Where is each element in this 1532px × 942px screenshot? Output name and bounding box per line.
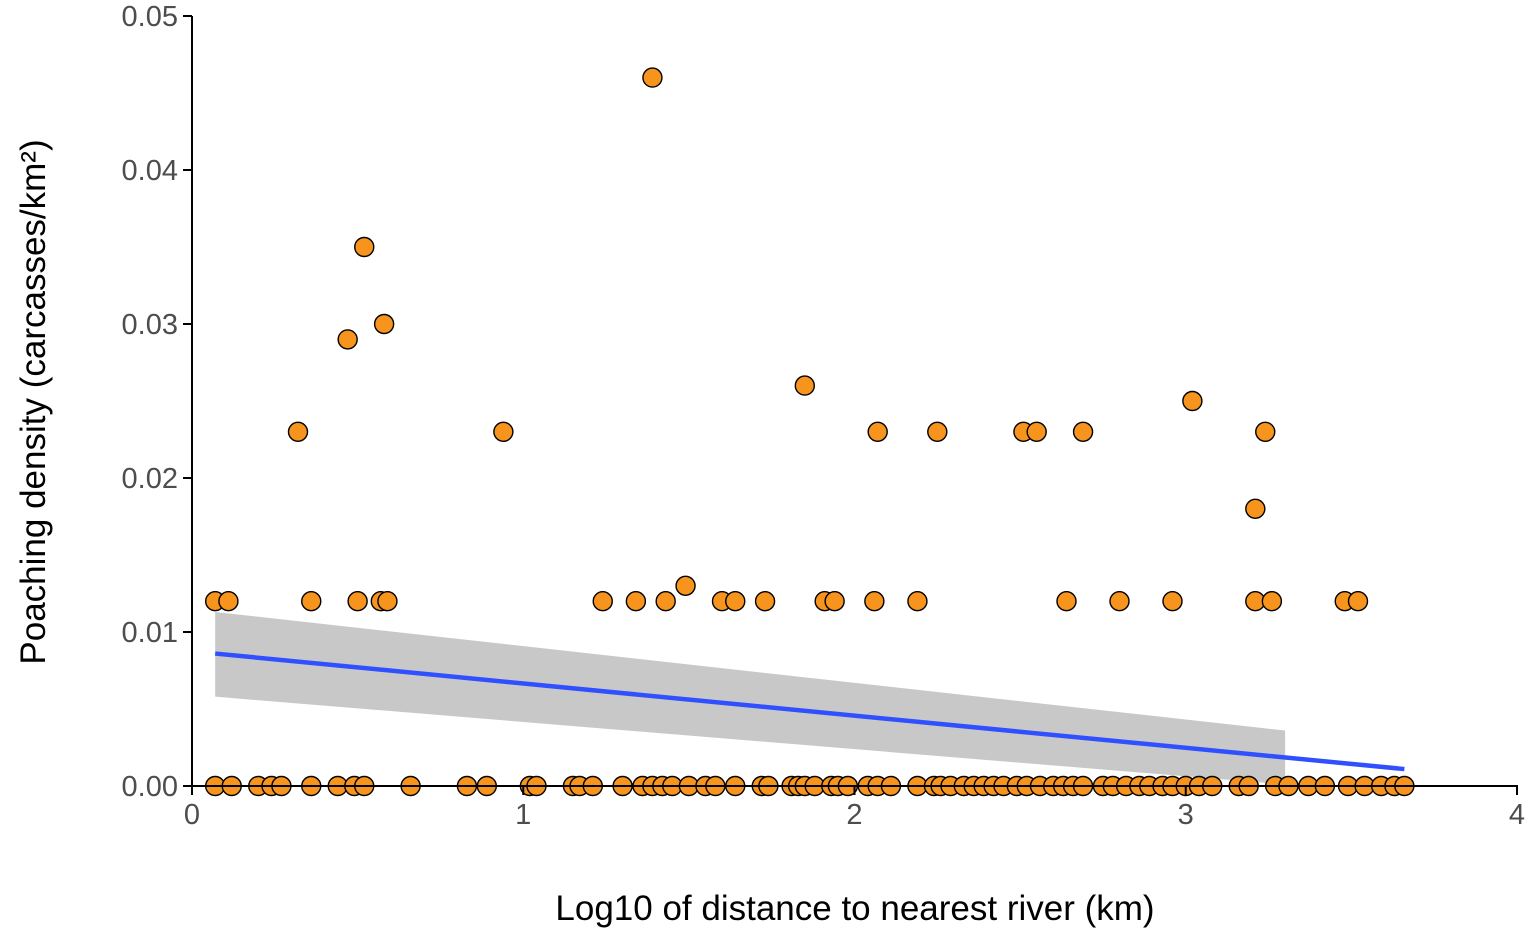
trend-line xyxy=(214,651,1405,772)
data-point xyxy=(287,421,309,442)
x-tick-label: 3 xyxy=(1178,799,1194,831)
data-point xyxy=(1162,591,1183,612)
data-point xyxy=(725,591,746,612)
y-tick-label: 0.01 xyxy=(122,617,178,649)
data-point xyxy=(1261,591,1283,612)
x-axis-title: Log10 of distance to nearest river (km) xyxy=(555,889,1154,928)
trend-line-layer xyxy=(214,651,1405,772)
data-point xyxy=(218,591,239,612)
y-tick-label: 0.03 xyxy=(122,309,178,341)
data-point xyxy=(1182,390,1203,412)
data-point xyxy=(794,375,816,396)
data-point xyxy=(1347,591,1369,612)
y-tick-label: 0.00 xyxy=(122,771,178,803)
data-point xyxy=(493,421,514,442)
y-axis-title: Poaching density (carcasses/km²) xyxy=(14,139,53,664)
data-point xyxy=(675,575,696,596)
data-point xyxy=(377,591,398,612)
axes: 0 1 2 3 4 0.00 0.01 0.02 0.03 0.04 0.05 xyxy=(122,1,1526,831)
y-tick-label: 0.02 xyxy=(122,463,178,495)
data-point xyxy=(867,421,888,442)
data-point xyxy=(592,591,613,612)
x-tick-label: 1 xyxy=(515,799,531,831)
data-point xyxy=(1072,421,1094,442)
confidence-band-layer xyxy=(215,611,1286,785)
data-point xyxy=(1109,591,1130,612)
y-tick-label: 0.05 xyxy=(122,1,178,33)
data-point xyxy=(754,591,776,612)
confidence-band xyxy=(215,611,1286,785)
x-tick-label: 2 xyxy=(846,799,862,831)
data-point xyxy=(824,591,845,612)
data-point xyxy=(625,591,647,612)
data-point xyxy=(864,591,885,612)
data-point xyxy=(354,236,375,258)
data-point xyxy=(655,591,676,612)
data-point xyxy=(337,329,358,350)
data-point xyxy=(927,421,948,442)
data-point xyxy=(301,591,322,612)
data-point xyxy=(373,313,395,335)
data-point xyxy=(1255,421,1276,442)
y-tick-label: 0.04 xyxy=(122,155,178,187)
x-tick-label: 4 xyxy=(1509,799,1525,831)
data-point xyxy=(642,67,663,88)
data-point xyxy=(347,591,368,612)
x-tick-label: 0 xyxy=(184,799,200,831)
data-point xyxy=(1026,421,1047,442)
data-point xyxy=(1056,591,1077,612)
data-point xyxy=(907,591,928,612)
data-point xyxy=(1245,498,1266,519)
